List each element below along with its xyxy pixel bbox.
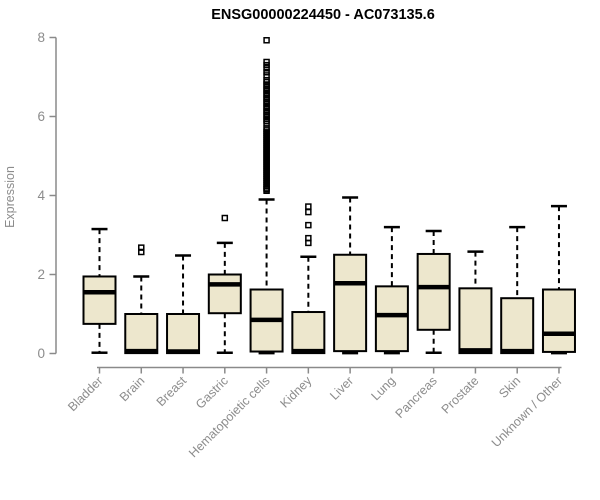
chart-title: ENSG00000224450 - AC073135.6	[211, 7, 435, 23]
box-kidney	[291, 203, 326, 355]
outlier-point	[221, 214, 229, 222]
box-liver	[333, 196, 368, 355]
box-bladder	[82, 227, 117, 354]
y-tick-label: 0	[37, 346, 45, 361]
y-tick-label: 4	[37, 188, 45, 203]
box-pancreas	[416, 229, 451, 354]
y-axis: 0 2 4 6 8	[37, 30, 57, 361]
y-tick-label: 8	[37, 30, 45, 45]
outlier-point	[263, 187, 270, 195]
outlier-point	[263, 37, 270, 44]
x-tick-label-breast: Breast	[154, 373, 190, 409]
box-brain	[124, 244, 159, 355]
outlier-point	[305, 234, 312, 242]
box-hematopoietic-cells	[249, 37, 284, 355]
outlier-point	[138, 244, 145, 251]
outlier-point	[305, 208, 312, 216]
x-tick-label-kidney: Kidney	[278, 373, 315, 410]
x-tick-label-gastric: Gastric	[193, 374, 231, 412]
outlier-point	[305, 203, 312, 210]
x-tick-label-brain: Brain	[117, 374, 148, 405]
x-tick-label-pancreas: Pancreas	[393, 374, 440, 421]
box-skin	[500, 225, 535, 355]
y-tick-label: 2	[37, 267, 45, 282]
x-tick-label-lung: Lung	[368, 374, 398, 404]
x-tick-label-unknown-other: Unknown / Other	[489, 374, 565, 450]
outlier-point	[263, 65, 270, 72]
x-tick-label-prostate: Prostate	[439, 374, 482, 417]
x-tick-label-skin: Skin	[496, 374, 523, 401]
box-breast	[166, 254, 201, 355]
box-gastric	[207, 214, 242, 354]
box-lung	[374, 225, 409, 355]
box-prostate	[458, 250, 493, 355]
y-tick-label: 6	[37, 109, 45, 124]
x-tick-label-liver: Liver	[327, 374, 356, 403]
box-unknown-other	[541, 204, 576, 355]
x-tick-label-hematopoietic-cells: Hematopoietic cells	[186, 374, 273, 461]
outlier-point	[305, 221, 312, 229]
x-tick-label-bladder: Bladder	[65, 374, 105, 414]
